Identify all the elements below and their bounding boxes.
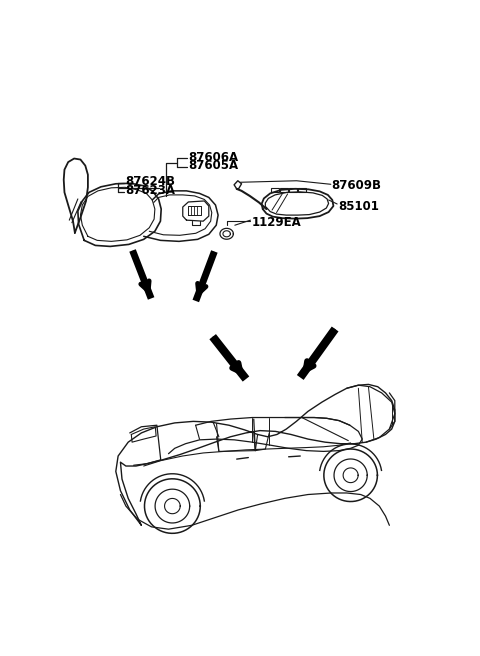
Text: 87609B: 87609B [332, 179, 382, 192]
Text: 85101: 85101 [338, 199, 379, 213]
Bar [298, 188, 306, 192]
Text: 87623A: 87623A [125, 184, 175, 197]
Bar [289, 188, 297, 192]
Bar [271, 188, 279, 192]
Bar [280, 188, 288, 192]
Text: 1129EA: 1129EA [252, 216, 301, 229]
Text: 87624B: 87624B [125, 175, 175, 188]
Text: 87605A: 87605A [188, 159, 239, 172]
Text: 87606A: 87606A [188, 150, 239, 163]
